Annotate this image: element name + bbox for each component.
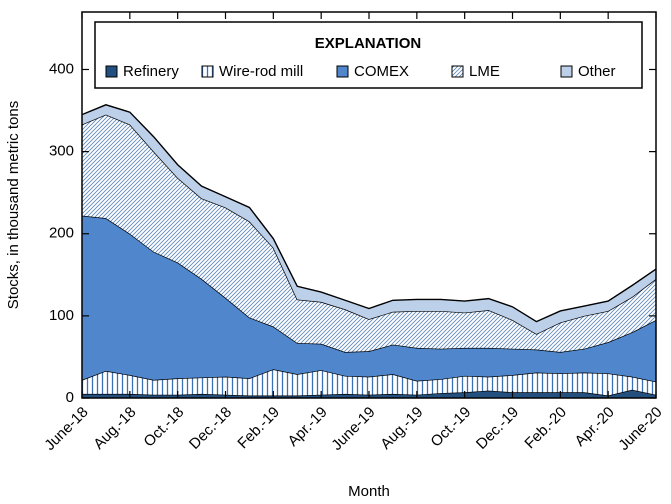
legend-label: Refinery [123,63,179,80]
legend-label: Other [578,63,616,80]
y-tick-label: 300 [49,143,74,160]
x-tick-label: Apr.-20 [572,404,618,450]
area [82,369,656,396]
legend-label: LME [469,63,500,80]
y-tick-label: 0 [66,389,74,406]
y-tick-label: 400 [49,60,74,77]
x-tick-label: Oct.-18 [140,404,187,451]
x-tick-label: Aug.-19 [377,404,426,453]
y-tick-label: 200 [49,225,74,242]
area [82,114,656,353]
x-tick-label: June-19 [328,404,378,454]
x-tick-label: June-20 [615,404,665,454]
x-tick-label: Dec.-18 [186,404,235,453]
x-tick-label: Apr.-19 [285,404,331,450]
legend-swatch [336,65,349,78]
y-tick-label: 100 [49,307,74,324]
legend-swatch [451,65,464,78]
x-tick-label: Aug.-18 [90,404,139,453]
legend: EXPLANATION Refinery Wire-rod mill COMEX LME… [94,21,643,89]
legend-box [94,21,643,89]
x-tick-label: Feb.-20 [521,404,570,453]
legend-swatch [201,65,214,78]
y-axis-label: Stocks, in thousand metric tons [5,101,22,309]
x-tick-label: Feb.-19 [234,404,283,453]
x-axis-label: Month [348,483,390,500]
x-tick-label: June-18 [41,404,91,454]
area [82,215,656,382]
legend-swatch [105,65,118,78]
area [82,104,656,334]
legend-title: EXPLANATION [315,35,421,52]
area-top-line [81,104,657,323]
x-tick-label: Oct.-19 [427,404,474,451]
legend-label: Wire-rod mill [219,63,303,80]
x-tick-label: Dec.-19 [473,404,522,453]
legend-label: COMEX [354,63,409,80]
legend-swatch [560,65,573,78]
